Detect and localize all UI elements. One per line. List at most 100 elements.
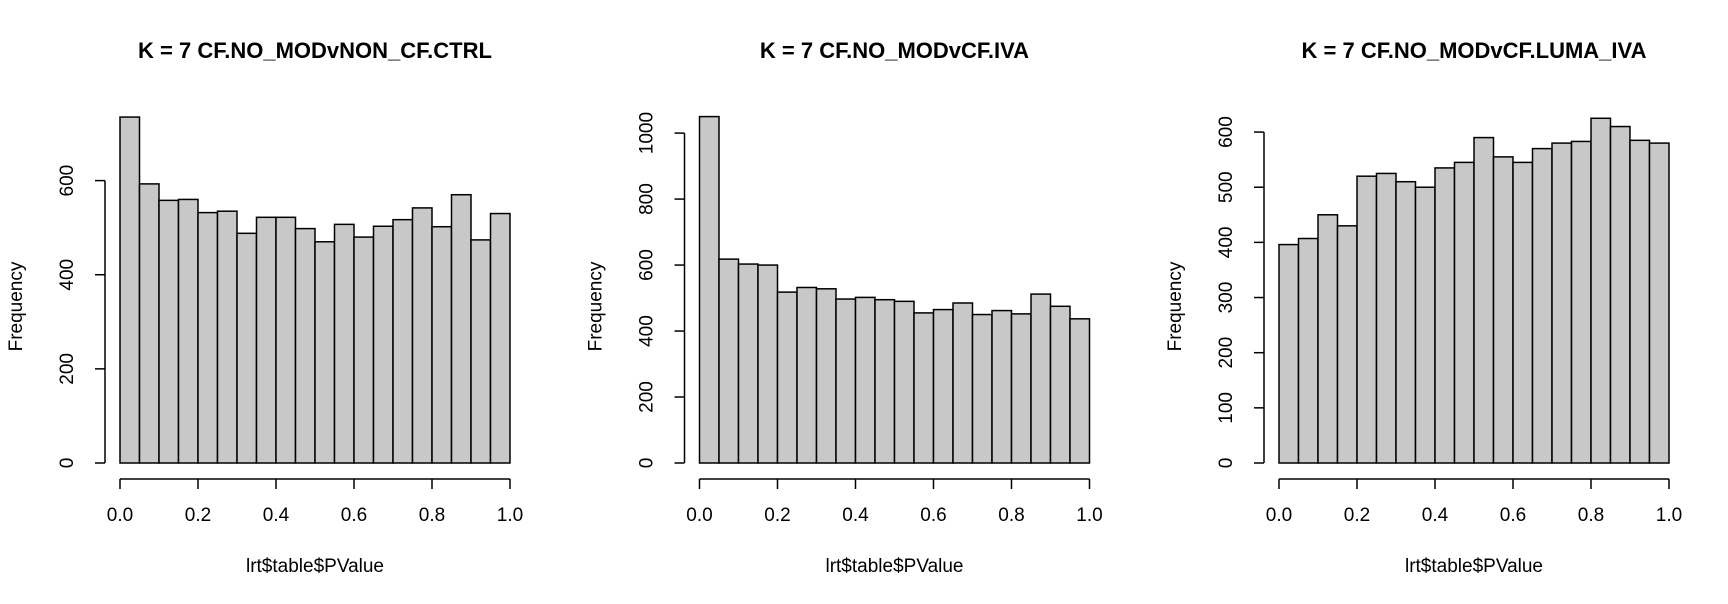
bar xyxy=(718,258,740,464)
y-tick-label: 800 xyxy=(637,183,658,215)
y-tick-label: 100 xyxy=(1216,392,1237,424)
bar xyxy=(411,207,433,464)
bar xyxy=(1551,142,1573,464)
bar xyxy=(913,312,935,464)
bar xyxy=(737,263,759,464)
bar xyxy=(1278,243,1300,464)
y-tick-label: 500 xyxy=(1216,171,1237,203)
bar xyxy=(1049,305,1071,464)
bar xyxy=(1512,161,1534,464)
y-tick-label: 0 xyxy=(57,458,78,469)
x-tick-label: 1.0 xyxy=(1076,505,1102,526)
bar xyxy=(698,115,720,464)
bar xyxy=(216,210,238,464)
y-tick-label: 400 xyxy=(1216,227,1237,259)
x-axis-label: lrt$table$PValue xyxy=(825,556,963,577)
chart-title: K = 7 CF.NO_MODvCF.LUMA_IVA xyxy=(1302,38,1647,63)
bar xyxy=(1297,237,1319,464)
bar xyxy=(119,116,141,464)
x-axis-label: lrt$table$PValue xyxy=(246,556,384,577)
y-tick-label: 0 xyxy=(1216,458,1237,469)
x-tick-label: 0.0 xyxy=(1266,505,1292,526)
x-tick-label: 0.4 xyxy=(263,505,290,526)
bar xyxy=(392,218,414,464)
bar xyxy=(1375,172,1397,464)
bar xyxy=(1010,313,1032,464)
bar xyxy=(1531,147,1553,464)
x-axis-label: lrt$table$PValue xyxy=(1405,556,1543,577)
bar xyxy=(1356,175,1378,464)
bar xyxy=(1317,214,1339,464)
bar xyxy=(1395,180,1417,464)
bar xyxy=(197,211,219,464)
bar xyxy=(1336,225,1358,464)
bar xyxy=(952,302,974,464)
bar xyxy=(932,308,954,464)
bar xyxy=(1629,139,1651,464)
x-tick-label: 0.8 xyxy=(1578,505,1604,526)
bar xyxy=(255,216,277,464)
bar xyxy=(138,183,160,464)
y-axis-label: Frequency xyxy=(1165,261,1186,351)
bar xyxy=(1570,140,1592,464)
bar xyxy=(835,298,857,464)
bar xyxy=(1492,156,1514,464)
y-tick-label: 300 xyxy=(1216,282,1237,314)
bar xyxy=(294,227,316,464)
y-tick-label: 200 xyxy=(1216,337,1237,369)
bar xyxy=(854,296,876,464)
y-tick-label: 400 xyxy=(637,315,658,347)
bar xyxy=(353,236,375,464)
x-tick-label: 1.0 xyxy=(1656,505,1682,526)
bar xyxy=(275,216,297,464)
y-axis-label: Frequency xyxy=(6,261,27,351)
bar xyxy=(333,223,355,464)
x-tick-label: 1.0 xyxy=(497,505,523,526)
bar xyxy=(893,300,915,464)
y-tick-label: 600 xyxy=(637,249,658,281)
bar xyxy=(1030,293,1052,464)
bar xyxy=(450,193,472,464)
y-tick-label: 600 xyxy=(1216,116,1237,148)
x-tick-label: 0.2 xyxy=(1344,505,1370,526)
bar xyxy=(431,225,453,464)
y-tick-label: 200 xyxy=(57,353,78,385)
x-tick-label: 0.8 xyxy=(998,505,1024,526)
x-tick-label: 0.2 xyxy=(185,505,211,526)
bar xyxy=(1473,136,1495,464)
bar xyxy=(991,309,1013,464)
x-tick-label: 0.0 xyxy=(686,505,712,526)
x-tick-label: 0.4 xyxy=(842,505,869,526)
bar xyxy=(1590,117,1612,464)
bar xyxy=(1414,186,1436,464)
bar xyxy=(1453,161,1475,464)
bar xyxy=(971,313,993,464)
x-tick-label: 0.0 xyxy=(107,505,133,526)
x-tick-label: 0.4 xyxy=(1422,505,1449,526)
bar xyxy=(874,298,896,464)
y-tick-label: 1000 xyxy=(637,112,658,154)
bar xyxy=(314,241,336,464)
y-tick-label: 400 xyxy=(57,259,78,291)
bar xyxy=(177,198,199,464)
bar xyxy=(1648,142,1670,464)
bar xyxy=(1609,125,1631,464)
chart-title: K = 7 CF.NO_MODvCF.IVA xyxy=(760,38,1029,63)
y-tick-label: 600 xyxy=(57,165,78,197)
x-tick-label: 0.6 xyxy=(1500,505,1526,526)
bar xyxy=(489,212,511,464)
chart-title: K = 7 CF.NO_MODvNON_CF.CTRL xyxy=(138,38,492,63)
y-axis-label: Frequency xyxy=(586,261,607,351)
x-tick-label: 0.6 xyxy=(920,505,946,526)
bar xyxy=(776,291,798,464)
bar xyxy=(1434,167,1456,464)
bar xyxy=(158,199,180,464)
bar xyxy=(1069,318,1091,464)
x-tick-label: 0.2 xyxy=(764,505,790,526)
x-tick-label: 0.6 xyxy=(341,505,367,526)
x-tick-label: 0.8 xyxy=(419,505,445,526)
bar xyxy=(757,264,779,464)
bar xyxy=(815,288,837,464)
bar xyxy=(796,286,818,464)
